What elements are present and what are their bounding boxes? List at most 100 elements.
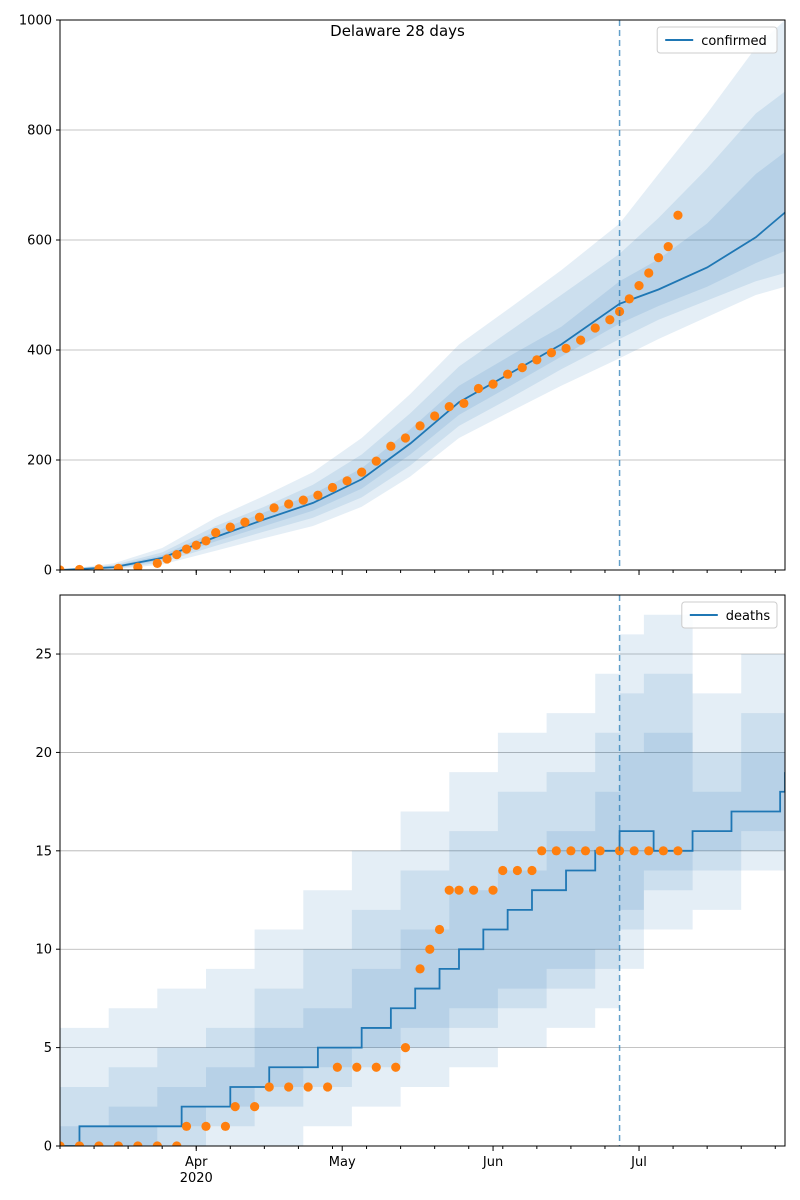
y-tick-label: 15: [35, 844, 52, 859]
data-point: [434, 924, 445, 935]
data-point: [653, 253, 664, 263]
plot-area: [60, 20, 785, 570]
chart-title: Delaware 28 days: [330, 22, 465, 40]
y-tick-label: 25: [35, 648, 52, 663]
confirmed-panel: 0 200 400 600 800 1000 Delaware 28 days confirm…: [19, 14, 786, 579]
data-point: [498, 865, 508, 876]
data-point: [444, 885, 454, 895]
data-point: [576, 335, 586, 345]
uncertainty-band: [60, 595, 785, 1146]
legend: confirmed: [656, 26, 778, 54]
legend: deaths: [681, 601, 778, 629]
y-tick-label: 400: [27, 344, 52, 359]
axes-frame: [59, 594, 786, 1147]
data-point: [352, 1062, 362, 1072]
data-point: [400, 1043, 411, 1053]
data-point: [527, 865, 537, 876]
data-point: [264, 1082, 274, 1092]
data-point: [332, 1062, 342, 1072]
data-point: [444, 402, 454, 412]
uncertainty-band: [60, 732, 785, 1146]
data-point: [94, 1141, 104, 1146]
data-point: [284, 1082, 294, 1092]
data-point: [211, 528, 221, 538]
data-point: [371, 1062, 381, 1072]
x-tick-sublabel: 2020: [180, 1171, 213, 1186]
data-point: [230, 1102, 240, 1112]
data-point: [327, 482, 338, 493]
legend-label: deaths: [726, 609, 771, 624]
data-point: [342, 476, 352, 486]
data-point: [430, 411, 440, 421]
data-point: [303, 1082, 313, 1092]
data-point: [298, 495, 308, 505]
y-tick-label: 5: [44, 1041, 52, 1056]
y-tick-label: 0: [44, 564, 52, 579]
y-tick-label: 20: [35, 746, 52, 761]
x-tick-label: Apr: [185, 1155, 208, 1170]
data-point: [473, 383, 484, 394]
axes-frame: [59, 19, 786, 571]
data-point: [605, 315, 615, 325]
data-point: [629, 846, 639, 856]
data-point: [517, 363, 527, 373]
data-point: [415, 421, 425, 431]
data-point: [595, 846, 605, 856]
y-tick-label: 600: [27, 234, 52, 249]
data-point: [532, 355, 542, 365]
data-point: [225, 522, 235, 532]
y-tick-label: 0: [44, 1140, 52, 1155]
data-point: [391, 1062, 401, 1072]
data-point: [459, 398, 469, 408]
x-tick-label: Jun: [482, 1155, 503, 1170]
data-point: [313, 490, 323, 500]
data-point: [60, 565, 65, 570]
data-point: [512, 865, 522, 876]
data-point: [201, 536, 211, 546]
data-point: [673, 846, 683, 856]
data-point: [551, 846, 561, 856]
data-point: [415, 964, 425, 974]
x-tick-label: May: [329, 1155, 356, 1170]
y-tick-label: 1000: [19, 14, 52, 29]
data-point: [152, 1141, 162, 1146]
data-point: [181, 1121, 192, 1131]
data-point: [673, 210, 683, 220]
data-point: [201, 1121, 211, 1131]
data-point: [624, 294, 634, 304]
data-point: [488, 379, 498, 389]
data-point: [590, 323, 600, 333]
data-point: [658, 846, 668, 856]
data-point: [644, 846, 654, 856]
uncertainty-band: [60, 20, 785, 570]
data-point: [546, 348, 557, 358]
uncertainty-band: [60, 673, 785, 1146]
legend-box: [656, 26, 778, 54]
data-point: [371, 456, 381, 466]
data-point: [566, 846, 576, 856]
data-point: [250, 1102, 260, 1112]
data-point: [488, 885, 498, 895]
data-point: [561, 343, 571, 353]
y-tick-label: 200: [27, 454, 52, 469]
data-point: [152, 558, 162, 569]
data-point: [400, 433, 411, 443]
data-point: [454, 885, 464, 895]
legend-label: confirmed: [701, 34, 767, 49]
data-point: [537, 846, 547, 856]
data-point: [191, 540, 201, 550]
data-point: [254, 512, 265, 522]
data-point: [172, 1141, 182, 1146]
data-point: [634, 281, 644, 291]
data-point: [323, 1082, 333, 1092]
data-point: [503, 369, 513, 379]
x-tick-label: Jul: [630, 1155, 647, 1170]
y-tick-label: 800: [27, 124, 52, 139]
data-point: [162, 554, 172, 564]
data-point: [269, 503, 279, 513]
legend-box: [681, 601, 778, 629]
data-point: [386, 441, 396, 451]
data-point: [240, 517, 250, 527]
